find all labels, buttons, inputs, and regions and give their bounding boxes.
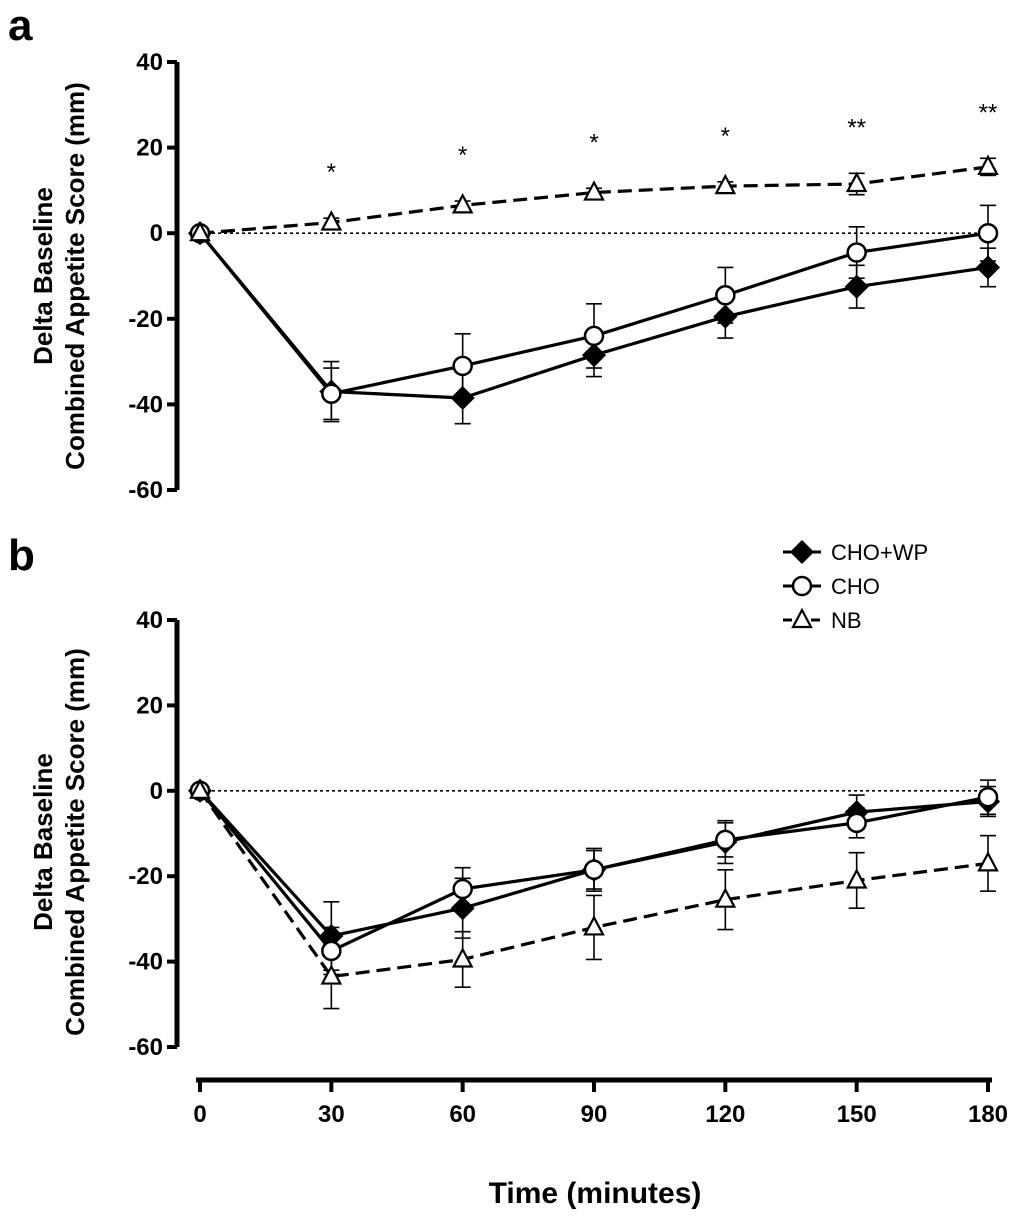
panel-b-plot: 40 20 0 -20 -40 -60 0 30 60 90 120 150 180 xyxy=(128,607,1008,1128)
x-tick-label: 150 xyxy=(837,1101,877,1128)
y-axis-label-a: Delta Baseline Combined Appetite Score (… xyxy=(28,82,90,470)
legend-marker-triangle-icon xyxy=(791,607,813,629)
x-tick-label: 60 xyxy=(449,1101,476,1128)
data-point-cho-wp-a xyxy=(450,385,475,411)
data-point-cho-a xyxy=(452,355,473,377)
panel-label-a: a xyxy=(8,1,33,50)
data-point-nb-a xyxy=(845,171,868,193)
data-point-nb-b xyxy=(714,887,737,908)
data-point-nb-b xyxy=(583,915,605,936)
y-tick-label-a: 20 xyxy=(136,135,163,162)
data-point-cho-wp-a xyxy=(581,343,607,368)
y-axis-label-a-line1: Delta Baseline xyxy=(28,187,58,365)
data-point-cho-a xyxy=(583,325,605,347)
data-point-nb-a xyxy=(189,220,211,242)
y-axis-label-a-line2: Combined Appetite Score (mm) xyxy=(60,82,90,470)
data-point-nb-a xyxy=(583,180,605,201)
legend-label: CHO+WP xyxy=(831,540,928,565)
significance-marker-a: * xyxy=(458,142,467,169)
data-point-cho-wp-a xyxy=(975,255,1001,280)
significance-marker-a: ** xyxy=(979,99,998,126)
x-tick-label: 30 xyxy=(318,1101,345,1128)
legend-marker-diamond-icon xyxy=(789,539,815,565)
y-tick-label-b: -40 xyxy=(128,949,163,976)
y-tick-label-a: -20 xyxy=(128,306,163,333)
x-axis-label: Time (minutes) xyxy=(489,1177,702,1210)
data-point-cho-a xyxy=(846,242,867,263)
data-point-cho-a xyxy=(321,383,342,404)
data-point-cho-a xyxy=(977,222,999,244)
data-point-cho-b xyxy=(583,859,605,881)
data-point-nb-b xyxy=(189,778,211,799)
y-axis-label-b-line2: Combined Appetite Score (mm) xyxy=(60,648,90,1036)
legend-item-cho-wp: CHO+WP xyxy=(783,539,928,565)
legend-item-nb: NB xyxy=(783,607,862,633)
data-point-nb-a xyxy=(714,173,737,195)
data-point-nb-a xyxy=(320,210,343,231)
data-point-cho-wp-b xyxy=(450,896,475,921)
data-point-cho-a xyxy=(715,285,736,306)
data-point-cho-b xyxy=(846,812,867,834)
data-point-cho-b xyxy=(321,940,342,962)
y-tick-label-a: 0 xyxy=(150,220,163,247)
y-tick-label-a: -40 xyxy=(128,391,163,418)
data-point-nb-a xyxy=(451,193,474,214)
significance-marker-a: ** xyxy=(847,114,866,141)
y-tick-label-b: -60 xyxy=(128,1034,163,1061)
y-tick-label-a: 40 xyxy=(136,49,163,76)
y-tick-label-b: -20 xyxy=(128,863,163,890)
data-point-cho-wp-a xyxy=(844,274,869,299)
y-tick-label-b: 20 xyxy=(136,692,163,719)
data-point-nb-b xyxy=(977,851,999,872)
data-point-nb-a xyxy=(977,154,999,175)
x-tick-label: 0 xyxy=(193,1101,206,1128)
x-tick-label: 180 xyxy=(968,1101,1008,1128)
y-tick-label-b: 0 xyxy=(150,778,163,805)
x-tick-label: 90 xyxy=(581,1101,608,1128)
y-tick-label-a: -60 xyxy=(128,477,163,504)
y-axis-label-b-line1: Delta Baseline xyxy=(28,753,58,931)
data-point-nb-b xyxy=(845,868,868,889)
x-tick-label: 120 xyxy=(705,1101,745,1128)
legend: CHO+WP CHO NB xyxy=(783,539,928,633)
data-point-cho-b xyxy=(715,829,736,851)
y-tick-label-b: 40 xyxy=(136,607,163,634)
legend-label: NB xyxy=(831,608,862,633)
significance-marker-a: * xyxy=(721,123,730,150)
data-point-nb-b xyxy=(320,964,343,985)
data-point-nb-b xyxy=(451,947,474,968)
data-point-cho-wp-a xyxy=(713,304,738,329)
significance-marker-a: * xyxy=(327,159,336,186)
legend-marker-circle-icon xyxy=(791,575,813,597)
legend-item-cho: CHO xyxy=(783,574,880,599)
data-point-cho-b xyxy=(452,878,473,900)
panel-label-b: b xyxy=(8,531,35,580)
y-axis-label-b: Delta Baseline Combined Appetite Score (… xyxy=(28,648,90,1036)
data-point-cho-b xyxy=(977,786,999,808)
legend-label: CHO xyxy=(831,574,880,599)
significance-marker-a: * xyxy=(589,129,598,156)
